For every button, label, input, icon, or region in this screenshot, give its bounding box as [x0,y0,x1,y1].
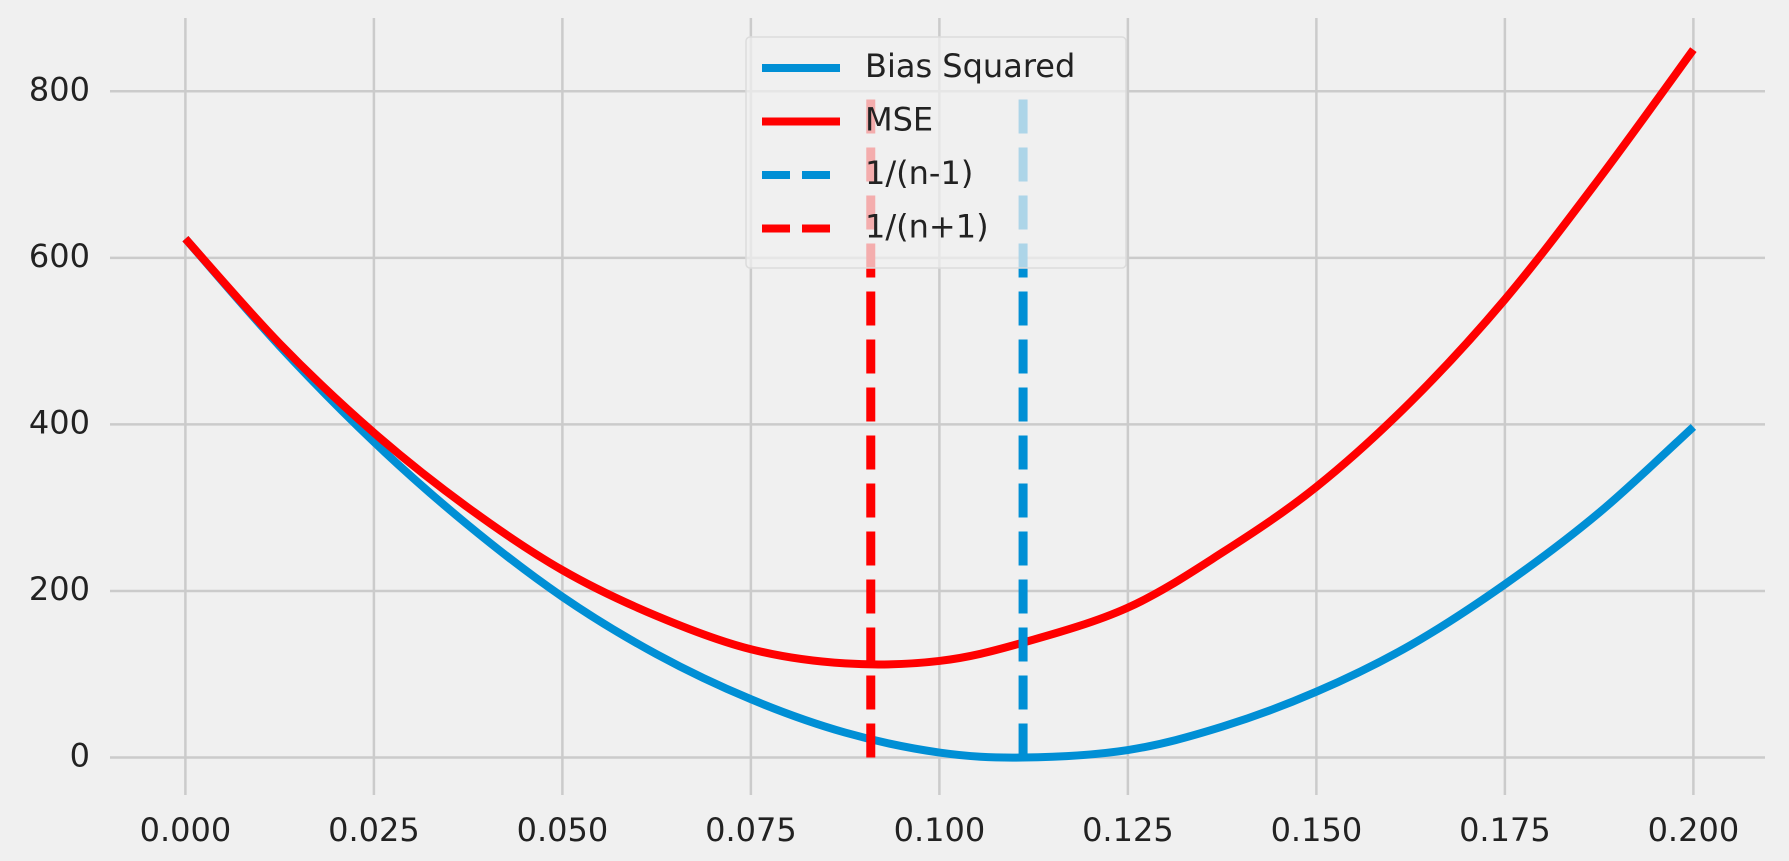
x-tick-label: 0.050 [517,811,609,849]
y-tick-label: 200 [29,570,90,608]
tick-labels: 0.000 0.025 0.050 0.075 0.100 0.125 0.150 0.175… [29,70,1739,849]
x-tick-label: 0.100 [894,811,986,849]
y-tick-label: 600 [29,237,90,275]
x-tick-label: 0.200 [1648,811,1740,849]
x-tick-label: 0.150 [1271,811,1363,849]
legend: Bias Squared MSE 1/(n-1) 1/(n+1) [745,36,1127,269]
legend-box [745,36,1127,269]
x-tick-label: 0.025 [328,811,420,849]
series-line-mse [182,47,1697,669]
x-tick-label: 0.175 [1459,811,1551,849]
y-tick-label: 800 [29,70,90,108]
series-line-bias-squared [182,236,1697,762]
legend-label-mse: MSE [865,101,933,139]
y-tick-label: 400 [29,403,90,441]
legend-label-bias-squared: Bias Squared [865,47,1075,85]
x-tick-label: 0.000 [140,811,232,849]
x-tick-label: 0.075 [705,811,797,849]
legend-label-1-n-1-: 1/(n+1) [865,208,989,246]
y-tick-label: 0 [70,737,90,775]
x-tick-label: 0.125 [1082,811,1174,849]
legend-label-1-n-1-: 1/(n-1) [865,154,973,192]
